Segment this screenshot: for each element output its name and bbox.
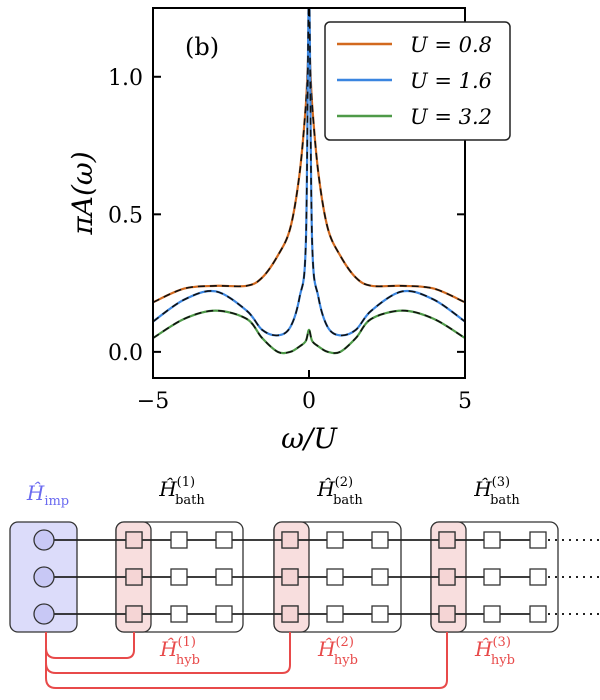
hyb-label-2-sup: (2) bbox=[335, 635, 353, 650]
legend: U = 0.8 U = 1.6 U = 3.2 bbox=[324, 21, 511, 141]
legend-label-3: U = 3.2 bbox=[410, 105, 492, 129]
bath-site bbox=[215, 568, 233, 586]
hyb-site bbox=[438, 605, 456, 623]
hyb-label-3-base: Ĥ bbox=[474, 637, 493, 661]
bath-label-3-base: Ĥ bbox=[473, 477, 492, 501]
impurity-site bbox=[33, 603, 55, 625]
bath-site bbox=[483, 531, 501, 549]
hyb-label-3-sub: hyb bbox=[491, 653, 515, 668]
series-line-2 bbox=[153, 8, 465, 337]
x-axis-label: ω/U bbox=[281, 422, 338, 455]
hybridization-link-1 bbox=[45, 632, 135, 659]
bath-label-1-base: Ĥ bbox=[158, 477, 177, 501]
bath-site bbox=[326, 531, 344, 549]
hyb-label-3-sup: (3) bbox=[492, 635, 510, 650]
hyb-site bbox=[125, 605, 143, 623]
hyb-label-1-base: Ĥ bbox=[159, 637, 178, 661]
hyb-label-1-sup: (1) bbox=[177, 635, 195, 650]
bath-site bbox=[215, 531, 233, 549]
hyb-label-1-sub: hyb bbox=[176, 653, 200, 668]
hyb-label-2-base: Ĥ bbox=[317, 637, 336, 661]
x-tick-label: −5 bbox=[137, 389, 169, 414]
bath-label-3: Ĥ(3) bath bbox=[473, 475, 520, 508]
bath-site bbox=[371, 531, 389, 549]
hyb-site bbox=[125, 568, 143, 586]
reference-dashed-line-3 bbox=[153, 309, 465, 354]
bath-site bbox=[529, 531, 547, 549]
bath-label-2-base: Ĥ bbox=[316, 477, 335, 501]
bath-label-1-sub: bath bbox=[175, 493, 205, 508]
legend-frame bbox=[324, 21, 511, 141]
hyb-site bbox=[438, 531, 456, 549]
x-tick-label: 5 bbox=[458, 389, 472, 414]
impurity-label-base: Ĥ bbox=[26, 481, 45, 505]
bath-label-2: Ĥ(2) bath bbox=[316, 475, 363, 508]
bath-label-3-sub: bath bbox=[490, 493, 520, 508]
series-line-3 bbox=[153, 309, 465, 355]
x-tick-label: 0 bbox=[302, 389, 316, 414]
bath-site bbox=[326, 605, 344, 623]
bath-site bbox=[170, 531, 188, 549]
bath-label-2-sub: bath bbox=[333, 493, 363, 508]
bath-site bbox=[215, 605, 233, 623]
y-tick-label: 0.5 bbox=[108, 203, 143, 228]
hyb-label-1: Ĥ(1) hyb bbox=[159, 635, 200, 668]
hyb-label-3: Ĥ(3) hyb bbox=[474, 635, 515, 668]
bath-label-1-sup: (1) bbox=[177, 475, 195, 490]
impurity-label: Ĥimp bbox=[26, 481, 69, 509]
bath-label-3-sup: (3) bbox=[492, 475, 510, 490]
hyb-site bbox=[281, 605, 299, 623]
hybridization-link-3 bbox=[45, 632, 448, 689]
hyb-site bbox=[125, 531, 143, 549]
bath-label-1: Ĥ(1) bath bbox=[158, 475, 205, 508]
legend-label-2: U = 1.6 bbox=[410, 69, 492, 93]
bath-site bbox=[483, 568, 501, 586]
hyb-label-2-sub: hyb bbox=[334, 653, 358, 668]
legend-label-1: U = 0.8 bbox=[410, 33, 492, 57]
bath-site bbox=[371, 568, 389, 586]
bath-site bbox=[371, 605, 389, 623]
hyb-site bbox=[281, 531, 299, 549]
hyb-site bbox=[438, 568, 456, 586]
y-tick-label: 1.0 bbox=[108, 66, 143, 91]
y-tick-label: 0.0 bbox=[108, 341, 143, 366]
panel-label: (b) bbox=[185, 33, 219, 61]
impurity-label-sub: imp bbox=[44, 494, 69, 509]
impurity-site bbox=[33, 529, 55, 551]
spectral-function-chart: −5 0 5 0.0 0.5 1.0 (b) ω/U πA(ω) U = 0.8 U = 1… bbox=[66, 7, 511, 455]
bath-site bbox=[529, 568, 547, 586]
hyb-site bbox=[281, 568, 299, 586]
bath-site bbox=[170, 568, 188, 586]
y-axis-label: πA(ω) bbox=[66, 151, 99, 235]
bath-label-2-sup: (2) bbox=[335, 475, 353, 490]
bath-site bbox=[483, 605, 501, 623]
hyb-label-2: Ĥ(2) hyb bbox=[317, 635, 358, 668]
impurity-site bbox=[33, 566, 55, 588]
bath-site bbox=[529, 605, 547, 623]
bath-site bbox=[170, 605, 188, 623]
bath-site bbox=[326, 568, 344, 586]
